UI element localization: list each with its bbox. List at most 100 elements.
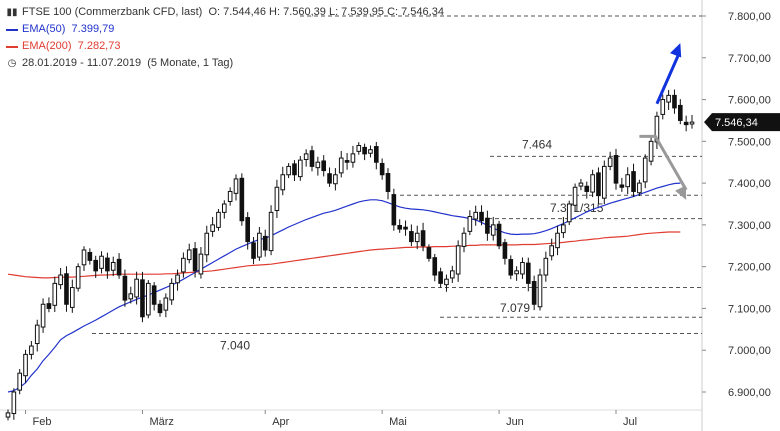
candle-body-90 [531, 280, 537, 305]
arrow-head-1 [675, 185, 687, 200]
last-price-marker [704, 113, 780, 132]
candle-body-115 [677, 104, 683, 121]
candle-body-72 [426, 247, 432, 259]
candle-body-47 [280, 174, 286, 191]
candle-body-84 [496, 223, 502, 247]
candle-body-86 [508, 259, 514, 276]
candle-body-24 [145, 282, 151, 316]
candle-body-48 [286, 165, 291, 176]
candle-body-93 [549, 245, 555, 257]
arrow-head-0 [670, 43, 682, 58]
candle-body-70 [414, 232, 420, 243]
x-tick-label-1: März [149, 416, 173, 428]
candle-body-28 [169, 282, 175, 301]
candle-body-46 [274, 186, 280, 211]
candle-body-25 [151, 285, 157, 305]
last-price-label: 7.546,34 [715, 117, 758, 129]
candle-body-104 [613, 155, 619, 184]
candle-body-103 [607, 157, 613, 167]
candle-body-52 [309, 150, 315, 167]
candle-body-75 [444, 278, 449, 286]
candle-body-99 [584, 185, 590, 192]
candle-body-73 [432, 257, 438, 276]
candle-body-67 [397, 225, 403, 230]
legend-ema50-name: EMA(50) [22, 23, 66, 35]
candle-body-82 [485, 217, 490, 234]
candle-body-66 [391, 194, 397, 226]
candle-body-88 [520, 261, 525, 275]
level-label-1: 7.464 [522, 137, 552, 151]
candle-body-102 [601, 165, 607, 199]
candle-body-1 [11, 391, 17, 415]
candle-body-69 [409, 231, 414, 243]
candle-body-74 [438, 271, 443, 284]
candle-body-29 [175, 274, 180, 284]
candle-body-87 [514, 270, 519, 275]
candle-body-10 [64, 273, 69, 305]
legend-low: L: 7.539,95 [328, 6, 385, 18]
candle-body-63 [373, 146, 379, 163]
candle-body-7 [46, 303, 52, 309]
candle-body-49 [292, 163, 297, 176]
clock-icon: ◷ [7, 58, 17, 69]
candle-body-110 [648, 140, 654, 162]
candle-body-2 [17, 372, 23, 391]
candle-body-89 [525, 262, 531, 284]
arrow-shaft-1 [639, 134, 688, 191]
candle-body-40 [239, 177, 245, 222]
y-tick-label-7: 7.600,00 [728, 95, 771, 107]
candle-body-33 [198, 253, 204, 275]
ema200-swatch [6, 45, 18, 48]
candle-body-20 [122, 275, 128, 301]
candle-body-21 [128, 293, 134, 300]
candle-body-9 [58, 274, 63, 286]
y-tick-label-5: 7.400,00 [728, 178, 771, 190]
candle-body-50 [297, 159, 303, 178]
candle-body-61 [362, 146, 367, 155]
candle-body-64 [379, 162, 385, 176]
candle-body-11 [69, 287, 75, 308]
candle-body-59 [350, 153, 356, 163]
x-tick-label-3: Mai [389, 416, 407, 428]
candle-body-68 [403, 226, 408, 230]
legend-period-note: (5 Monate, 1 Tag) [147, 57, 234, 69]
chart-legend: ▮▮ FTSE 100 (Commerzbank CFD, last) O: 7… [6, 4, 444, 72]
legend-ema200-value: 7.282,73 [77, 40, 121, 52]
candle-body-37 [221, 203, 227, 213]
candle-body-62 [368, 149, 373, 154]
candle-body-43 [257, 232, 262, 258]
candle-body-56 [333, 174, 338, 185]
candle-body-18 [110, 261, 116, 271]
candle-body-42 [251, 242, 256, 259]
candle-body-4 [29, 345, 34, 355]
y-tick-label-4: 7.300,00 [728, 220, 771, 232]
candle-body-80 [473, 211, 479, 220]
candle-body-6 [40, 303, 46, 328]
candle-body-5 [34, 324, 40, 345]
candle-body-77 [455, 245, 461, 275]
y-tick-label-1: 7.000,00 [728, 345, 771, 357]
candle-body-8 [52, 282, 58, 306]
candle-body-53 [315, 161, 321, 169]
candle-body-60 [356, 145, 362, 152]
y-tick-label-2: 7.100,00 [728, 303, 771, 315]
candle-body-106 [625, 174, 631, 188]
candle-body-19 [116, 258, 122, 276]
candle-body-0 [5, 412, 11, 418]
candle-body-57 [338, 157, 344, 174]
legend-ema50-value: 7.399,79 [71, 23, 115, 35]
candle-body-116 [683, 121, 689, 126]
candle-body-30 [181, 257, 186, 273]
candle-body-114 [672, 94, 677, 109]
candle-body-117 [689, 121, 695, 125]
level-label-5: 7.079 [500, 301, 530, 315]
candle-body-34 [204, 232, 210, 256]
candle-body-96 [566, 203, 572, 223]
candle-body-58 [344, 160, 350, 163]
candle-body-17 [105, 257, 110, 272]
y-tick-label-8: 7.700,00 [728, 53, 771, 65]
legend-period: 28.01.2019 - 11.07.2019 [22, 57, 142, 69]
legend-instrument: FTSE 100 (Commerzbank CFD, last) [22, 6, 203, 18]
candle-body-112 [660, 99, 666, 115]
